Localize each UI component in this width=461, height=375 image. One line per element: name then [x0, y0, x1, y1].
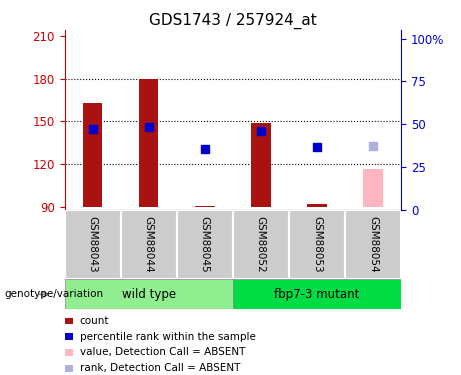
Bar [195, 206, 214, 207]
Text: GSM88052: GSM88052 [256, 216, 266, 273]
Bar [121, 210, 177, 279]
Bar [233, 279, 401, 309]
Bar [65, 210, 121, 279]
Bar [289, 210, 345, 279]
Text: genotype/variation: genotype/variation [5, 290, 104, 299]
Bar [83, 103, 102, 207]
Text: GSM88043: GSM88043 [88, 216, 98, 273]
Bar [345, 210, 401, 279]
Bar [65, 279, 233, 309]
Text: GSM88053: GSM88053 [312, 216, 322, 273]
Bar [177, 210, 233, 279]
Text: GSM88054: GSM88054 [368, 216, 378, 273]
Text: wild type: wild type [122, 288, 176, 301]
Text: rank, Detection Call = ABSENT: rank, Detection Call = ABSENT [80, 363, 240, 373]
Bar [139, 79, 159, 207]
Text: GSM88045: GSM88045 [200, 216, 210, 273]
Bar [233, 210, 289, 279]
Bar [307, 204, 327, 207]
Text: percentile rank within the sample: percentile rank within the sample [80, 332, 256, 342]
Text: GSM88044: GSM88044 [144, 216, 154, 273]
Text: fbp7-3 mutant: fbp7-3 mutant [274, 288, 360, 301]
Bar [363, 169, 383, 207]
Text: count: count [80, 316, 109, 326]
Text: value, Detection Call = ABSENT: value, Detection Call = ABSENT [80, 348, 245, 357]
Bar [251, 123, 271, 207]
Title: GDS1743 / 257924_at: GDS1743 / 257924_at [149, 12, 317, 28]
